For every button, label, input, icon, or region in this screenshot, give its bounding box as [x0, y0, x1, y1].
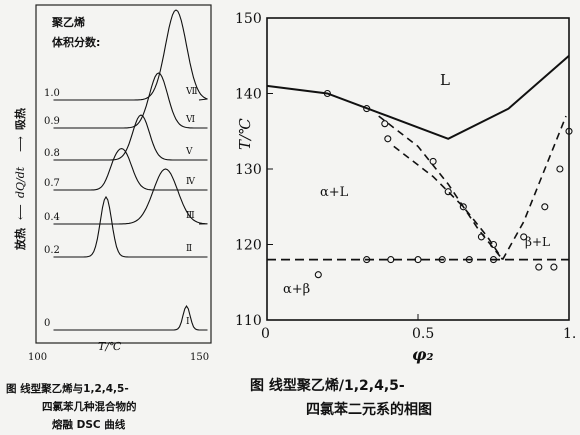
phase-data-point-17 — [438, 256, 446, 264]
dsc-curve-0 — [53, 304, 208, 331]
phase-dashed-curve-b — [378, 115, 504, 261]
dsc-curve-0.7 — [53, 148, 208, 191]
dsc-y-label-left: 放热 — [13, 228, 27, 251]
dsc-curve-0.2 — [53, 195, 208, 258]
phase-data-point-4 — [429, 157, 437, 165]
dsc-series-label-0: 0 — [44, 318, 50, 329]
dsc-roman-label-0.4: Ⅲ — [186, 211, 195, 221]
phase-data-point-10 — [541, 203, 549, 211]
phase-points — [314, 89, 573, 279]
phase-data-point-2 — [381, 120, 389, 128]
phase-data-point-1 — [363, 105, 371, 113]
dsc-curves — [53, 9, 208, 331]
phase-data-point-0 — [323, 89, 331, 98]
dsc-series-label-0.7: 0.7 — [44, 178, 60, 189]
phase-ticks: 110 120 130 140 150 0 0.5 1. — [235, 11, 576, 342]
dsc-x-axis-label: T/℃ — [98, 340, 122, 353]
phase-data-point-8 — [489, 240, 498, 249]
phase-y-tick-150: 150 — [235, 11, 262, 27]
phase-data-point-7 — [477, 233, 485, 241]
phase-x-tick-0: 0 — [261, 326, 270, 342]
phase-caption-line1: 图 线型聚乙烯/1,2,4,5- — [250, 377, 405, 394]
dsc-x-tick-100: 100 — [28, 352, 47, 363]
dsc-series-label-0.4: 0.4 — [44, 212, 60, 223]
dsc-y-arrow-left: ⟵ — [14, 204, 27, 220]
phase-data-point-14 — [363, 256, 371, 264]
region-label-left-mid: α+L — [320, 185, 349, 200]
phase-data-point-12 — [565, 127, 573, 135]
phase-x-tick-0.5: 0.5 — [412, 326, 434, 342]
dsc-series-label-0.8: 0.8 — [44, 148, 60, 159]
dsc-chart: 聚乙烯 体积分数: 1.0 Ⅶ 0.9 Ⅵ 0.8 Ⅴ 0.7 Ⅳ 0.4 Ⅲ 0.2 Ⅱ 0 Ⅰ 100… — [6, 4, 212, 431]
phase-data-point-18 — [465, 256, 473, 264]
phase-y-tick-110: 110 — [235, 313, 262, 329]
dsc-y-axis-label: 放热 ⟵ dQ/dt ⟶ 吸热 — [13, 108, 27, 251]
dsc-y-label-mid: dQ/dt — [14, 166, 27, 198]
dsc-roman-label-0.2: Ⅱ — [186, 244, 192, 254]
dsc-legend-title-line1: 聚乙烯 — [51, 15, 85, 29]
dsc-curve-0.8 — [53, 114, 208, 161]
region-label-bottom: α+β — [283, 282, 310, 297]
phase-data-point-6 — [459, 203, 467, 211]
phase-y-axis-label: T/℃ — [236, 118, 254, 150]
phase-data-point-21 — [550, 263, 558, 271]
phase-x-axis-label: φ₂ — [412, 345, 433, 364]
phase-lines — [266, 55, 570, 261]
dsc-curve-0.4 — [53, 168, 208, 225]
phase-dashed-curve-a — [393, 145, 504, 261]
dsc-legend-title-line2: 体积分数: — [52, 35, 100, 49]
region-label-top: L — [440, 71, 450, 89]
phase-data-point-20 — [535, 263, 543, 271]
phase-data-point-5 — [444, 188, 452, 196]
phase-liquidus-solid — [266, 55, 570, 140]
dsc-caption-line3: 熔融 DSC 曲线 — [52, 418, 126, 431]
dsc-x-tick-150: 150 — [190, 352, 209, 363]
dsc-roman-label-0.8: Ⅴ — [185, 147, 193, 157]
dsc-roman-label-0.7: Ⅳ — [186, 177, 196, 187]
dsc-series-label-0.9: 0.9 — [44, 116, 60, 127]
phase-data-point-19 — [489, 256, 498, 264]
phase-caption-line2: 四氯苯二元系的相图 — [306, 401, 432, 418]
dsc-caption-line2: 四氯苯几种混合物的 — [42, 400, 137, 413]
phase-y-tick-130: 130 — [235, 162, 262, 178]
phase-data-point-3 — [384, 135, 392, 143]
dsc-labels: 1.0 Ⅶ 0.9 Ⅵ 0.8 Ⅴ 0.7 Ⅳ 0.4 Ⅲ 0.2 Ⅱ 0 Ⅰ — [44, 87, 198, 329]
phase-y-axis-label-wrap: T/℃ — [236, 118, 254, 150]
dsc-roman-label-1.0: Ⅶ — [185, 87, 198, 97]
dsc-caption-line1: 图 线型聚乙烯与1,2,4,5- — [6, 382, 129, 395]
dsc-frame — [35, 4, 212, 344]
phase-data-point-9 — [520, 233, 528, 241]
phase-dashed-curve-right — [501, 115, 567, 260]
dsc-series-label-1.0: 1.0 — [44, 88, 60, 99]
dsc-roman-label-0: Ⅰ — [186, 317, 190, 327]
dsc-series-label-0.2: 0.2 — [44, 245, 60, 256]
phase-data-point-11 — [556, 165, 564, 173]
phase-data-point-16 — [414, 256, 422, 264]
dsc-roman-label-0.9: Ⅵ — [185, 115, 195, 125]
phase-y-tick-120: 120 — [235, 238, 262, 254]
phase-data-point-15 — [387, 256, 395, 264]
dsc-curve-0.9 — [53, 72, 208, 129]
dsc-y-arrow-right: ⟶ — [14, 136, 27, 152]
phase-y-tick-140: 140 — [235, 87, 262, 103]
phase-x-tick-1.: 1. — [563, 326, 576, 342]
dsc-curve-1.0 — [53, 9, 208, 101]
phase-frame — [266, 17, 570, 321]
region-label-right: β+L — [525, 235, 550, 249]
phase-data-point-13 — [314, 271, 322, 279]
dsc-y-label-right: 吸热 — [13, 108, 27, 130]
